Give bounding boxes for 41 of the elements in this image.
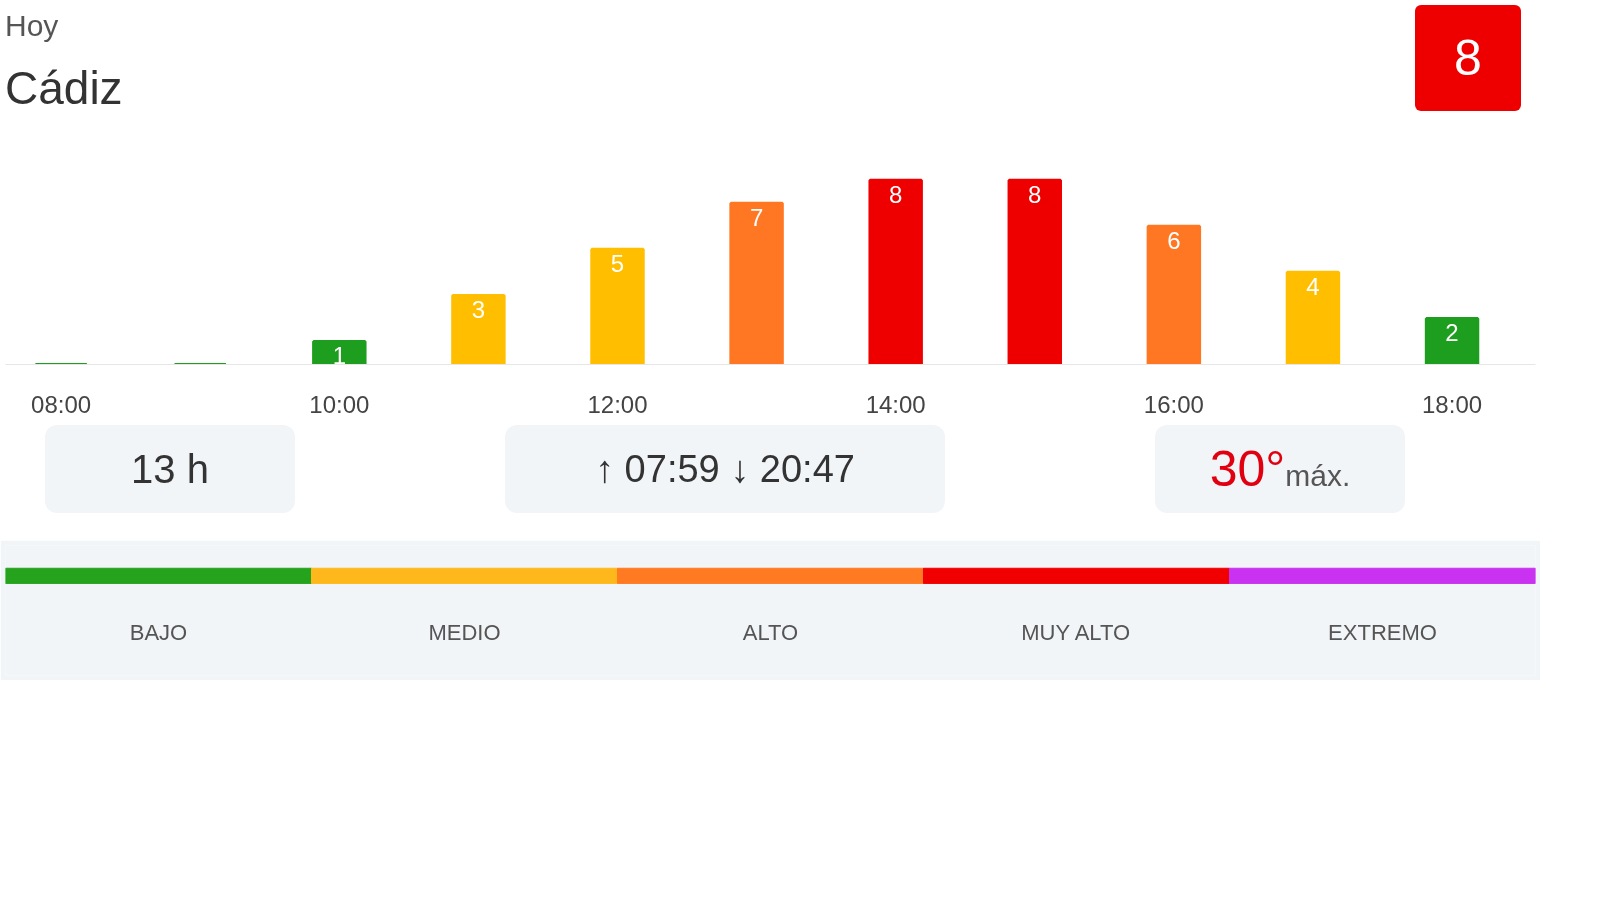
bar	[1229, 567, 1536, 584]
data-label: 8	[1028, 181, 1042, 209]
bar	[1146, 224, 1202, 365]
x-tick-label: 18:00	[1422, 390, 1483, 418]
data-label: 7	[749, 204, 764, 232]
text: 8	[1415, 5, 1521, 111]
text: máx.	[1285, 459, 1351, 492]
bar	[5, 567, 312, 584]
data-label: 3	[471, 296, 486, 324]
chart-subtitle: Hoy	[5, 8, 60, 44]
data-label: 1	[332, 342, 346, 370]
text: 13 h	[131, 447, 209, 491]
data-label: 2	[1445, 319, 1459, 347]
bar	[1285, 270, 1341, 365]
text: ↑ 07:59 ↓ 20:47	[595, 448, 855, 490]
x-tick-label: 16:00	[1143, 390, 1204, 418]
series-label: MEDIO	[428, 619, 501, 645]
bar	[1007, 178, 1062, 365]
bar	[923, 567, 1230, 584]
bar	[1424, 316, 1480, 365]
data-label: 4	[1306, 273, 1320, 301]
data-label: 8	[889, 181, 903, 209]
x-tick-label: 10:00	[309, 390, 370, 418]
x-tick-label: 08:00	[31, 390, 92, 418]
bar	[590, 247, 645, 365]
x-tick-label: 14:00	[865, 390, 926, 418]
x-tick-label: 12:00	[587, 390, 648, 418]
bar	[868, 178, 923, 365]
bar	[311, 567, 618, 584]
series-label: MUY ALTO	[1021, 619, 1131, 645]
series-label: BAJO	[129, 619, 188, 645]
bar	[451, 293, 506, 365]
bar	[617, 567, 924, 584]
data-label: 6	[1167, 227, 1181, 255]
bar	[312, 339, 367, 365]
bar	[729, 201, 784, 365]
series-label: EXTREMO	[1328, 619, 1437, 645]
chart-title: Cádiz	[5, 60, 123, 116]
text: 30°	[1209, 441, 1286, 497]
series-label: ALTO	[742, 619, 799, 645]
data-label: 5	[610, 250, 625, 278]
